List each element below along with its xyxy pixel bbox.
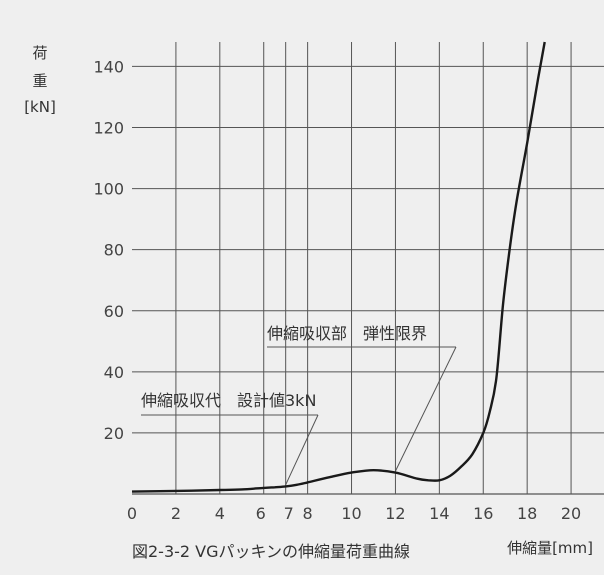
y-axis-label-line1: 荷: [32, 44, 47, 62]
y-tick-labels: 20 40 60 80 100 120 140: [93, 57, 124, 442]
series-line: [131, 41, 546, 493]
x-axis-label: 伸縮量[mm]: [507, 539, 593, 557]
y-axis-label-line2: 重: [32, 72, 47, 90]
x-tick-label: 20: [561, 504, 581, 523]
y-tick-label: 120: [93, 119, 124, 138]
x-tick-label: 6: [256, 504, 266, 523]
annotations: 伸縮吸収代 設計値3kN 伸縮吸収部 弾性限界: [141, 324, 457, 486]
y-tick-label: 60: [104, 302, 124, 321]
y-tick-label: 100: [93, 180, 124, 199]
x-tick-label: 10: [341, 504, 361, 523]
y-tick-label: 80: [104, 241, 124, 260]
x-tick-label: 0: [127, 504, 137, 523]
x-tick-label: 2: [171, 504, 181, 523]
y-tick-label: 20: [104, 424, 124, 443]
annotation-leader: [285, 414, 319, 486]
y-tick-label: 40: [104, 363, 124, 382]
grid-horizontal: [132, 65, 604, 434]
x-tick-label: 12: [385, 504, 405, 523]
x-tick-label: 18: [517, 504, 537, 523]
x-tick-label: 8: [303, 504, 313, 523]
annotation-label: 伸縮吸収代 設計値3kN: [141, 391, 316, 410]
x-tick-label: 4: [215, 504, 225, 523]
x-tick-label: 14: [429, 504, 449, 523]
y-tick-label: 140: [93, 57, 124, 76]
x-tick-label: 7: [284, 504, 294, 523]
grid-vertical: [175, 42, 572, 494]
x-tick-label: 16: [473, 504, 493, 523]
figure-caption: 図2-3-2 VGパッキンの伸縮量荷重曲線: [132, 542, 410, 561]
x-tick-labels: 0 2 4 6 7 8 10 12 14 16 18 20: [127, 504, 581, 523]
y-axis-label-line3: [kN]: [24, 98, 56, 116]
annotation-leader: [394, 346, 457, 472]
annotation-label: 伸縮吸収部 弾性限界: [267, 324, 427, 343]
